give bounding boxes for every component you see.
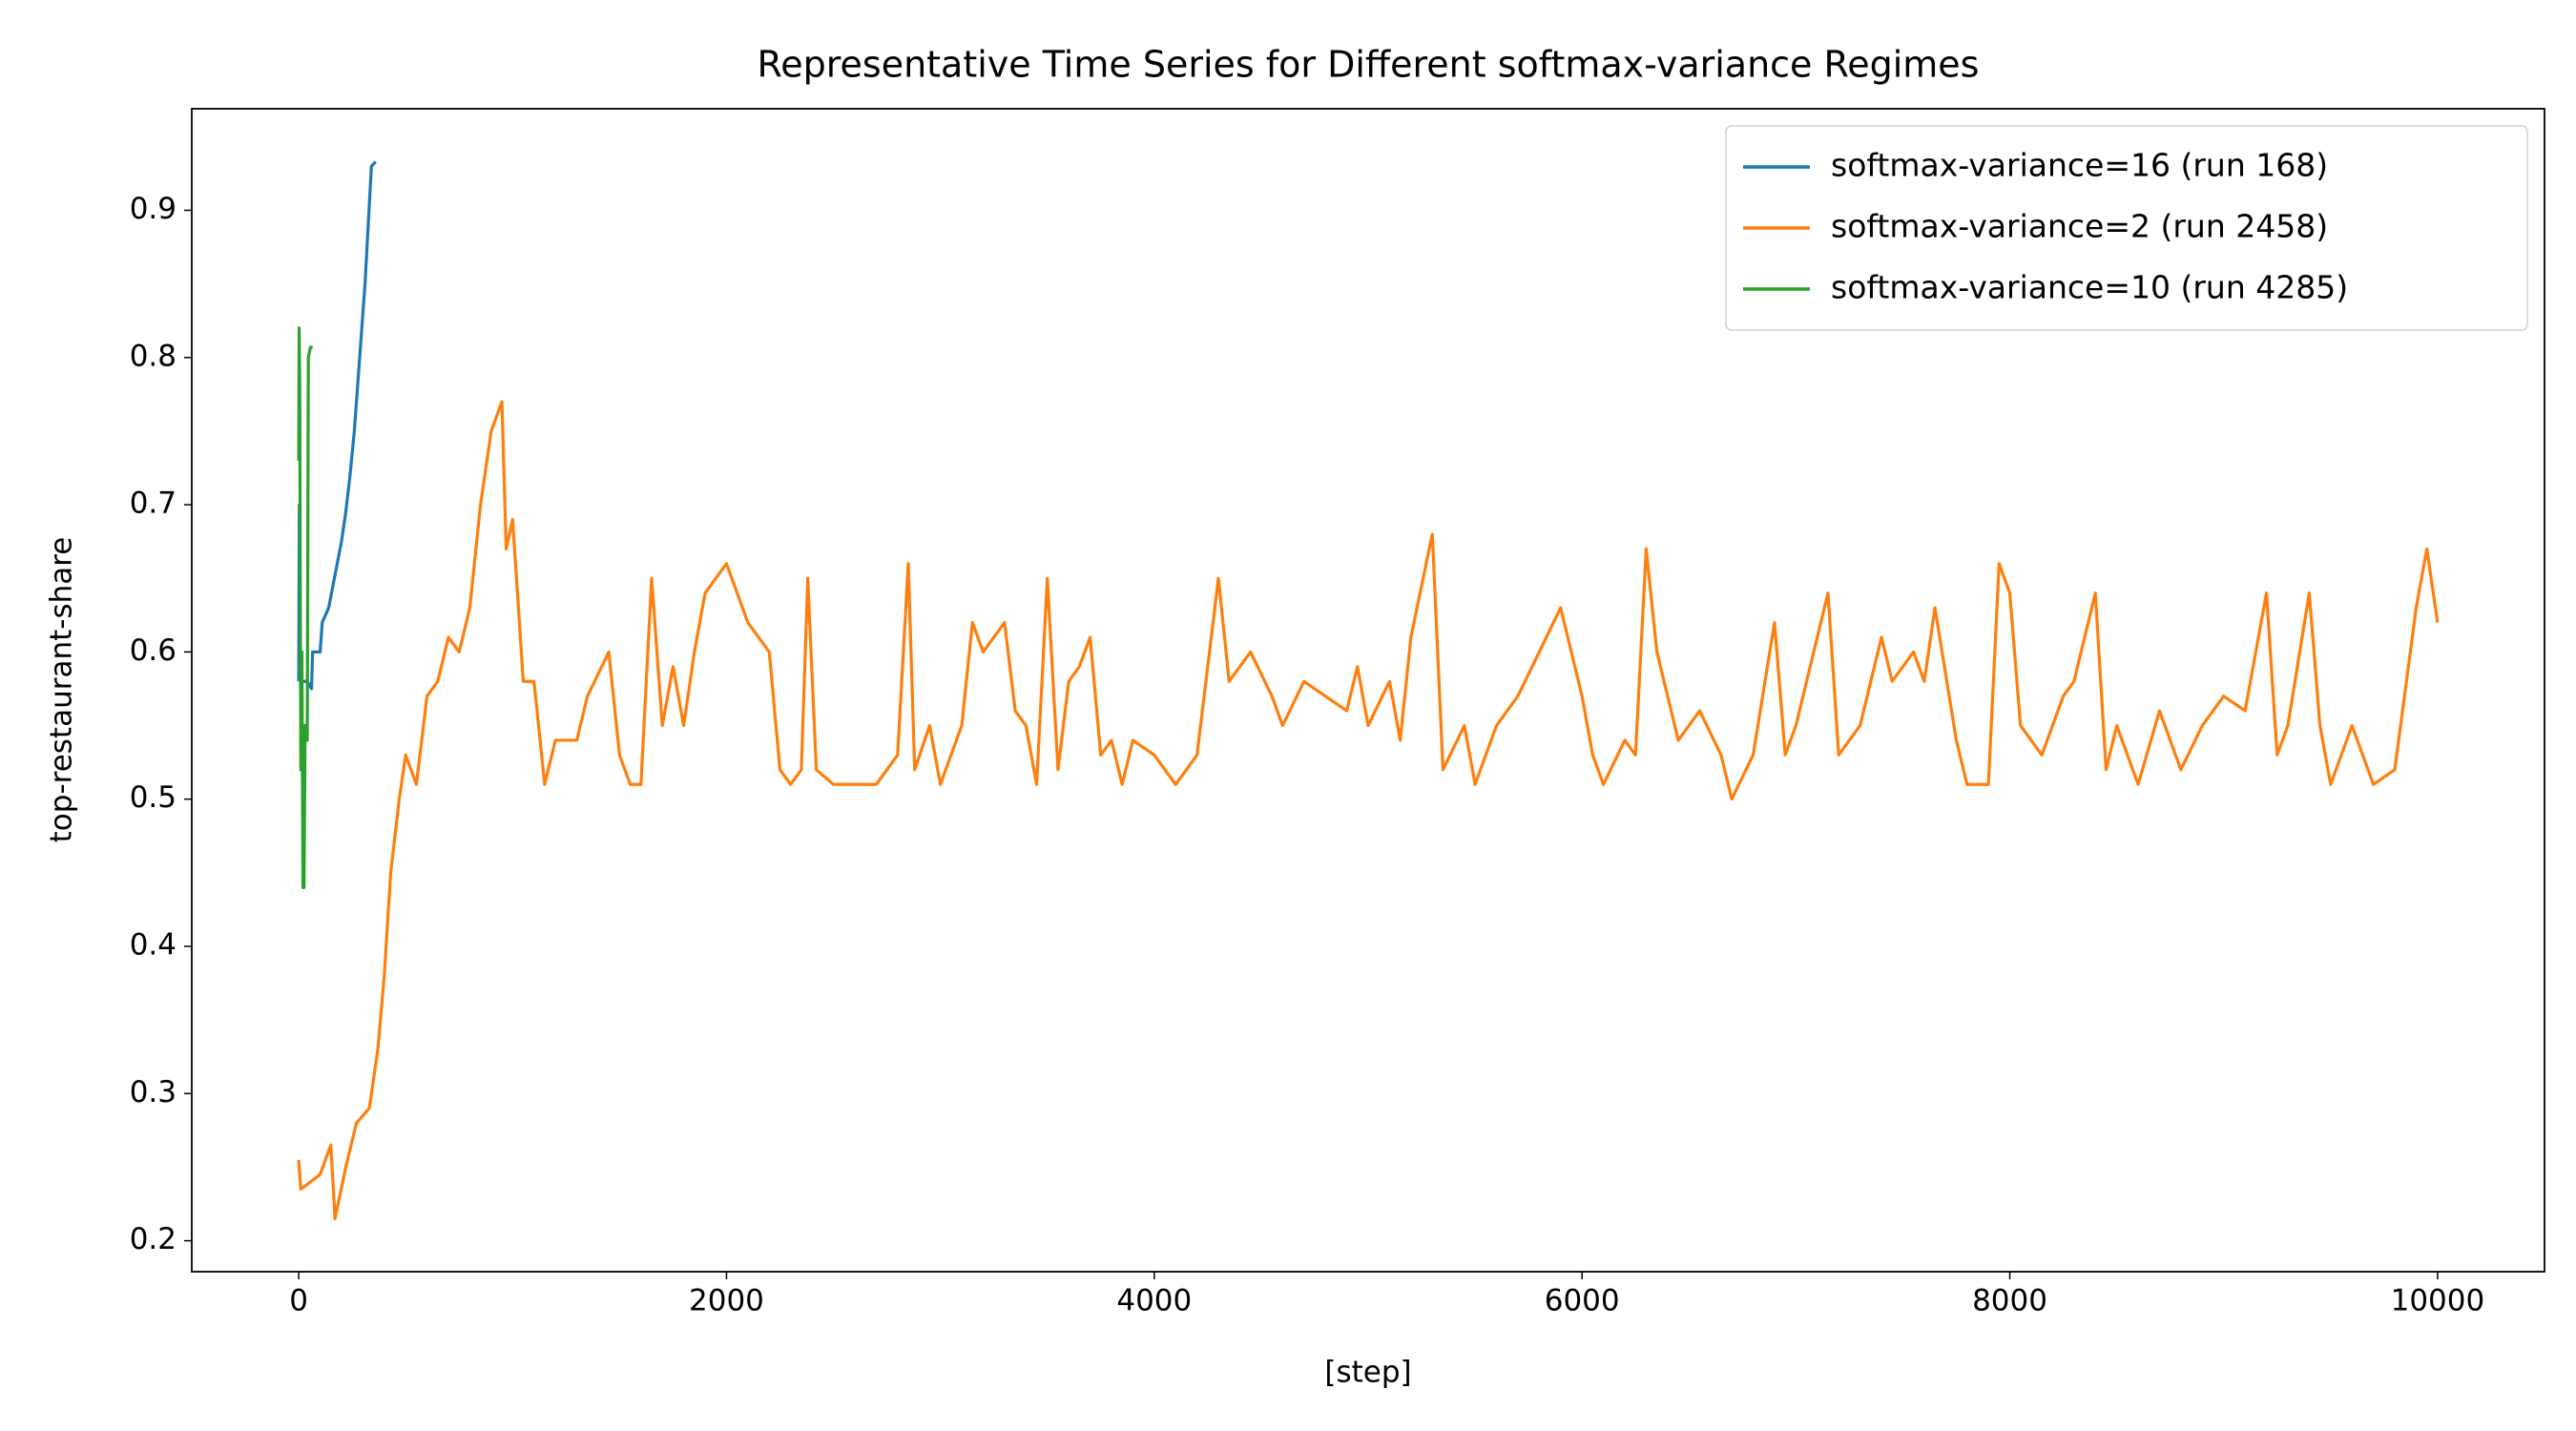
legend-box [1725, 125, 2528, 331]
y-tick-label: 0.2 [130, 1222, 177, 1256]
series-line [297, 160, 377, 691]
series-line [297, 400, 2440, 1221]
chart-title: Representative Time Series for Different… [758, 44, 1980, 86]
x-axis-label: [step] [1324, 1356, 1411, 1390]
y-tick-label: 0.3 [130, 1075, 177, 1110]
y-tick-label: 0.8 [130, 339, 177, 373]
y-tick-label: 0.4 [130, 927, 177, 962]
series-line [297, 326, 313, 889]
legend-label: softmax-variance=10 (run 4285) [1831, 269, 2348, 306]
legend-label: softmax-variance=16 (run 168) [1831, 147, 2328, 184]
y-tick-label: 0.7 [130, 487, 177, 521]
y-axis-label: top-restaurant-share [45, 537, 79, 843]
legend: softmax-variance=16 (run 168) softmax-var… [1725, 125, 2528, 331]
legend-label: softmax-variance=2 (run 2458) [1831, 208, 2328, 245]
x-tick-label: 6000 [1545, 1284, 1620, 1318]
x-tick-label: 2000 [689, 1284, 764, 1318]
y-tick-label: 0.5 [130, 780, 177, 815]
y-tick-label: 0.6 [130, 633, 177, 668]
x-tick-label: 4000 [1116, 1284, 1192, 1318]
x-tick-label: 0 [289, 1284, 308, 1318]
x-tick-label: 8000 [1972, 1284, 2047, 1318]
x-tick-label: 10000 [2391, 1284, 2485, 1318]
plot-frame [191, 108, 2545, 1273]
y-tick-label: 0.9 [130, 192, 177, 226]
